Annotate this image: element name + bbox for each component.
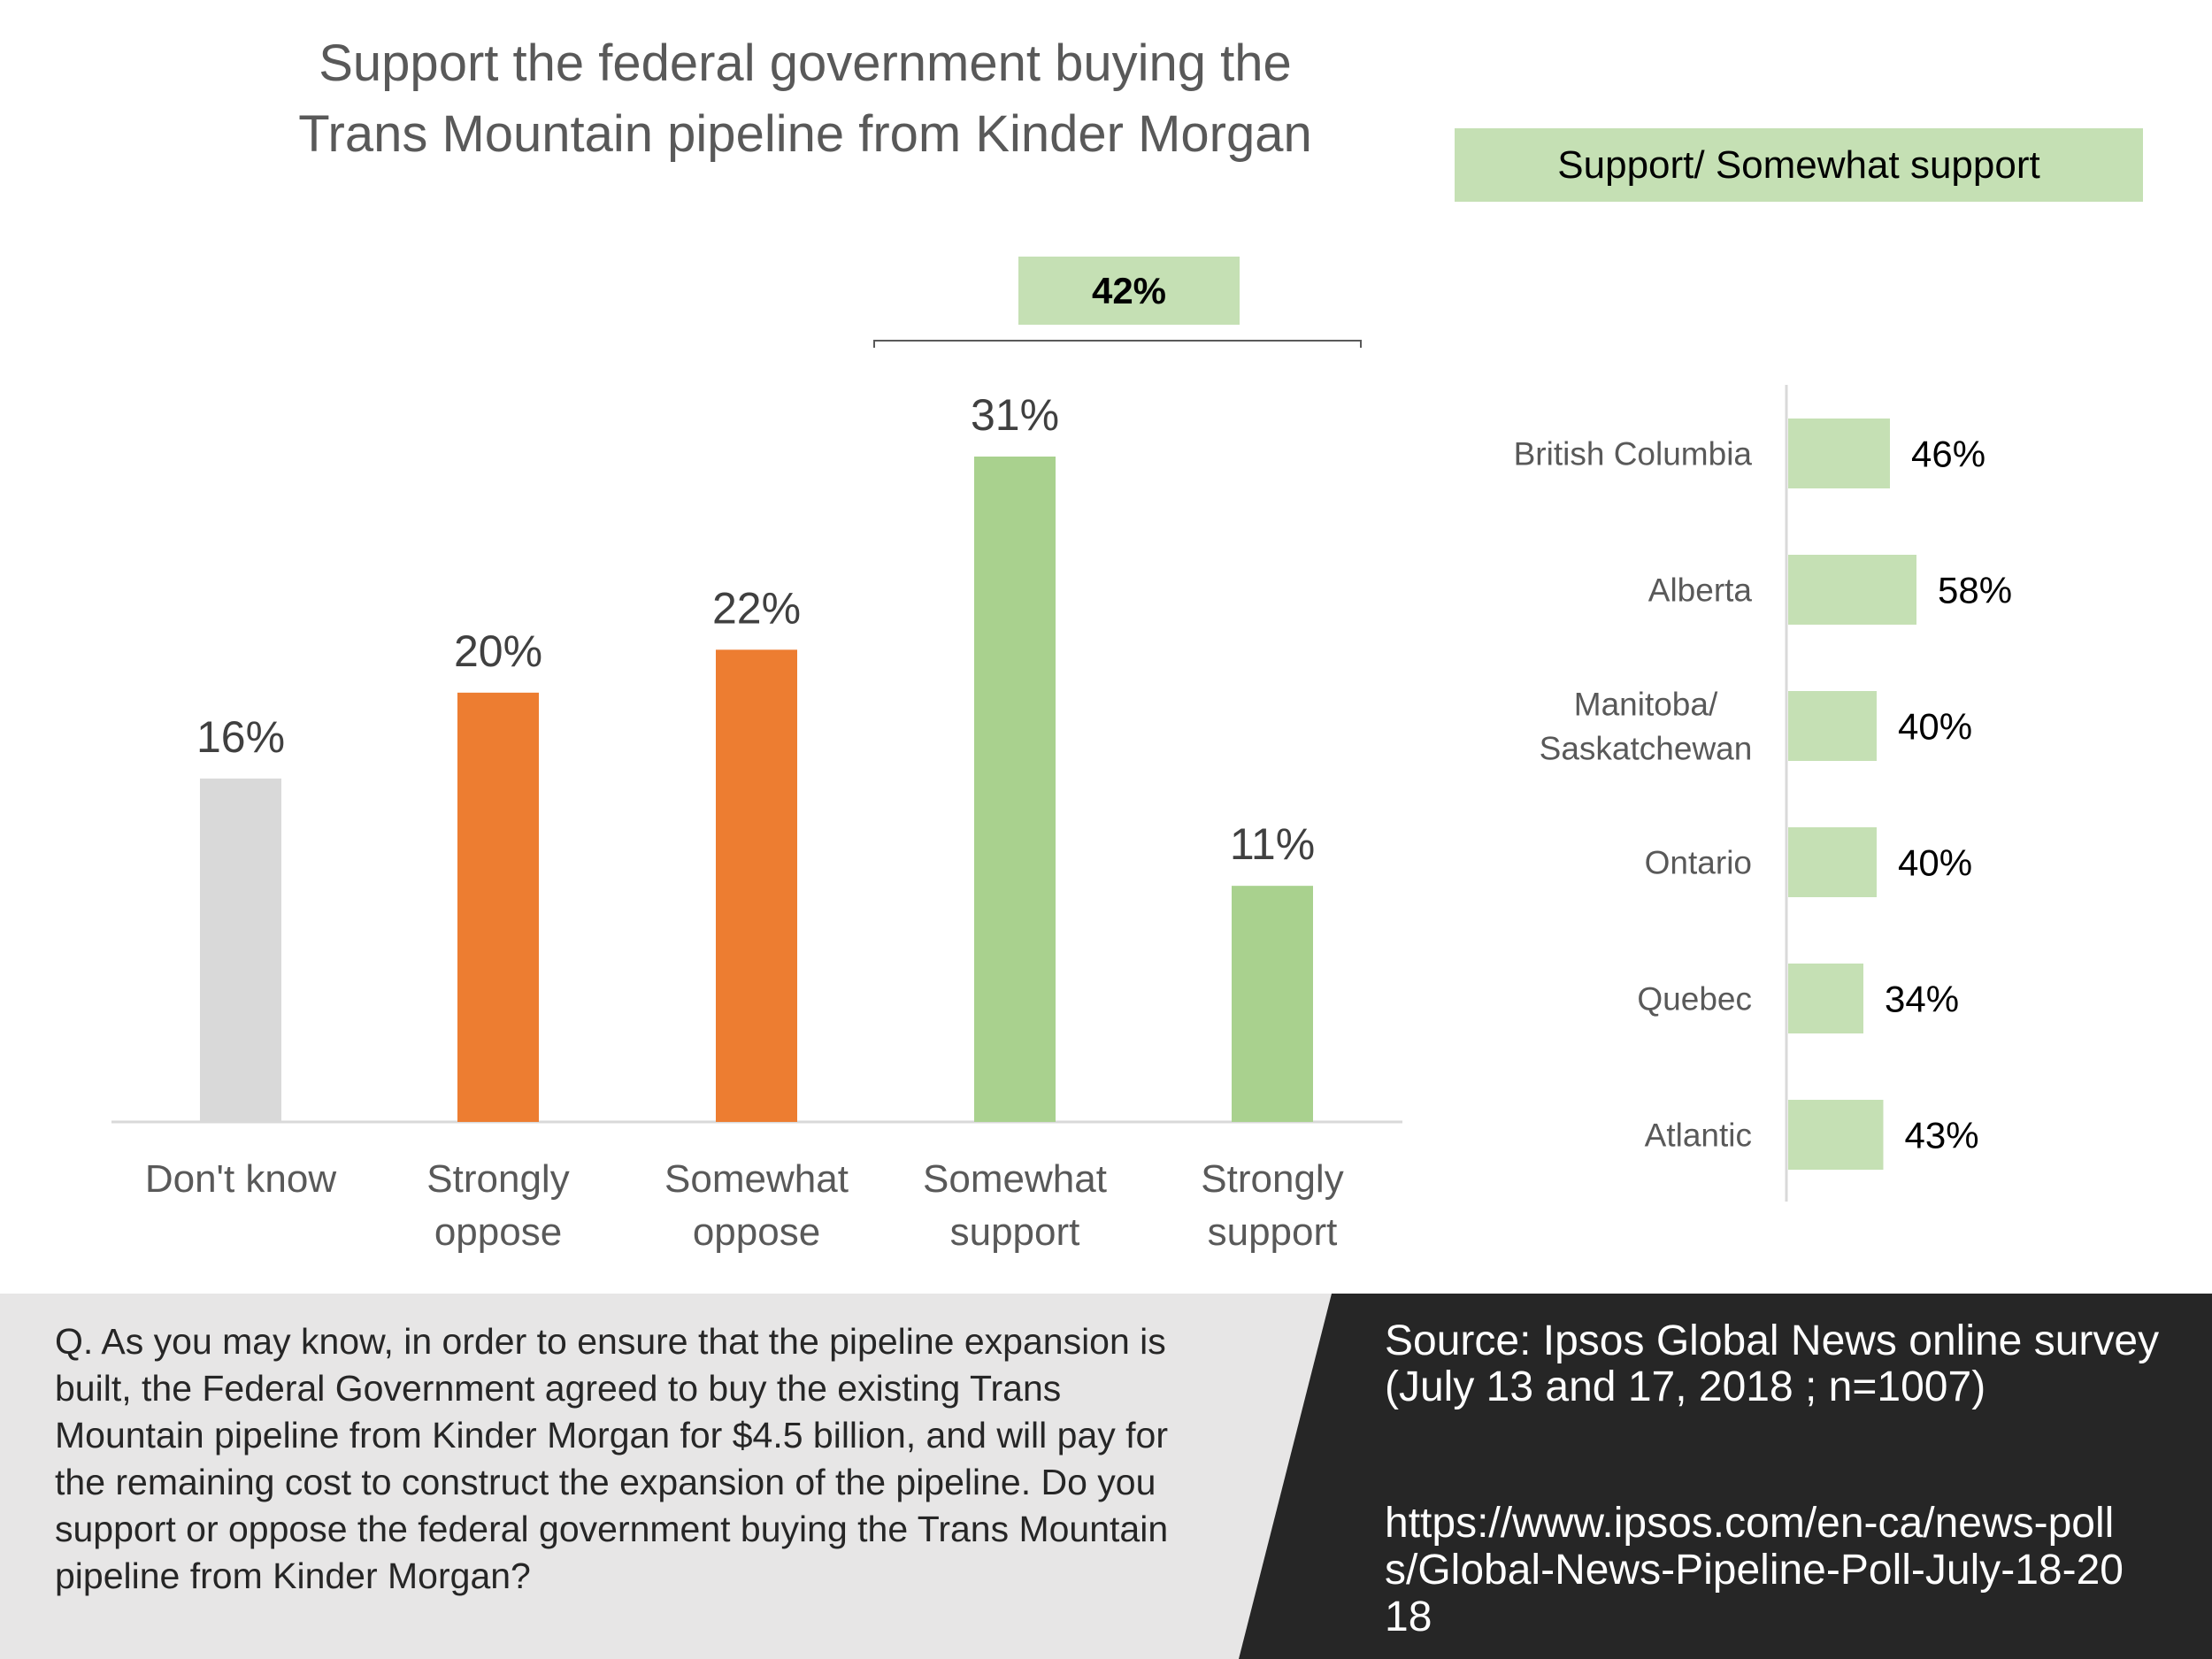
chart-title-line-1: Support the federal government buying th… [319, 35, 1292, 92]
main-bar [200, 778, 281, 1122]
regional-bar-chart: 46% British Columbia 58% Alberta 40% Manitoba… [1514, 419, 2012, 1170]
source-url: https://www.ipsos.com/en-ca/news-polls/G… [1385, 1500, 2124, 1640]
main-bar-value-label: 31% [971, 390, 1059, 440]
main-bar [974, 457, 1056, 1122]
main-bar-value-label: 11% [1230, 819, 1315, 869]
main-bar [1232, 886, 1313, 1122]
region-bar [1788, 1100, 1884, 1170]
main-category-label: support [1208, 1210, 1338, 1254]
region-value-label: 46% [1911, 434, 1985, 475]
main-category-label: Don't know [145, 1157, 337, 1201]
source-panel [1239, 1294, 2212, 1659]
main-category-label: Strongly [1201, 1157, 1343, 1201]
region-value-label: 40% [1898, 842, 1972, 884]
region-category-label: Manitoba/ [1574, 687, 1718, 723]
region-bar [1788, 964, 1863, 1033]
total-support-badge: 42% [1018, 257, 1240, 325]
question-panel [0, 1294, 1332, 1659]
main-category-label: oppose [434, 1210, 562, 1254]
main-category-label: Somewhat [664, 1157, 849, 1201]
region-bar [1788, 555, 1916, 625]
main-category-label: Somewhat [923, 1157, 1107, 1201]
survey-source: Source: Ipsos Global News online survey … [1385, 1317, 2160, 1410]
main-bar [716, 649, 797, 1122]
region-category-label: Quebec [1637, 981, 1752, 1018]
main-bar-value-label: 20% [454, 626, 542, 676]
region-category-label: Ontario [1645, 845, 1752, 881]
region-category-label: Atlantic [1645, 1118, 1752, 1154]
support-bracket [873, 340, 1362, 348]
chart-canvas: 16% Don't know 20% Strongly oppose 22% Somewha… [111, 340, 2012, 1254]
region-value-label: 58% [1938, 570, 2012, 611]
region-bar [1788, 691, 1877, 761]
chart-title-line-2: Trans Mountain pipeline from Kinder Morg… [298, 105, 1312, 163]
main-bar-value-label: 22% [712, 583, 801, 633]
main-bar [457, 692, 539, 1122]
region-value-label: 34% [1885, 979, 1959, 1020]
region-category-label: Saskatchewan [1540, 731, 1753, 767]
main-category-label: Strongly [426, 1157, 569, 1201]
region-value-label: 43% [1905, 1115, 1979, 1156]
region-value-label: 40% [1898, 706, 1972, 748]
main-category-label: support [950, 1210, 1080, 1254]
chart-title: Support the federal government buying th… [212, 28, 1398, 170]
region-category-label: British Columbia [1514, 436, 1753, 472]
region-category-label: Alberta [1648, 572, 1753, 609]
main-category-label: oppose [693, 1210, 820, 1254]
main-bar-chart: 16% Don't know 20% Strongly oppose 22% Somewha… [145, 390, 1344, 1254]
regional-chart-header: Support/ Somewhat support [1455, 128, 2143, 202]
region-bar [1788, 827, 1877, 897]
region-bar [1788, 419, 1890, 488]
main-bar-value-label: 16% [196, 712, 285, 762]
survey-question: Q. As you may know, in order to ensure t… [55, 1321, 1169, 1596]
